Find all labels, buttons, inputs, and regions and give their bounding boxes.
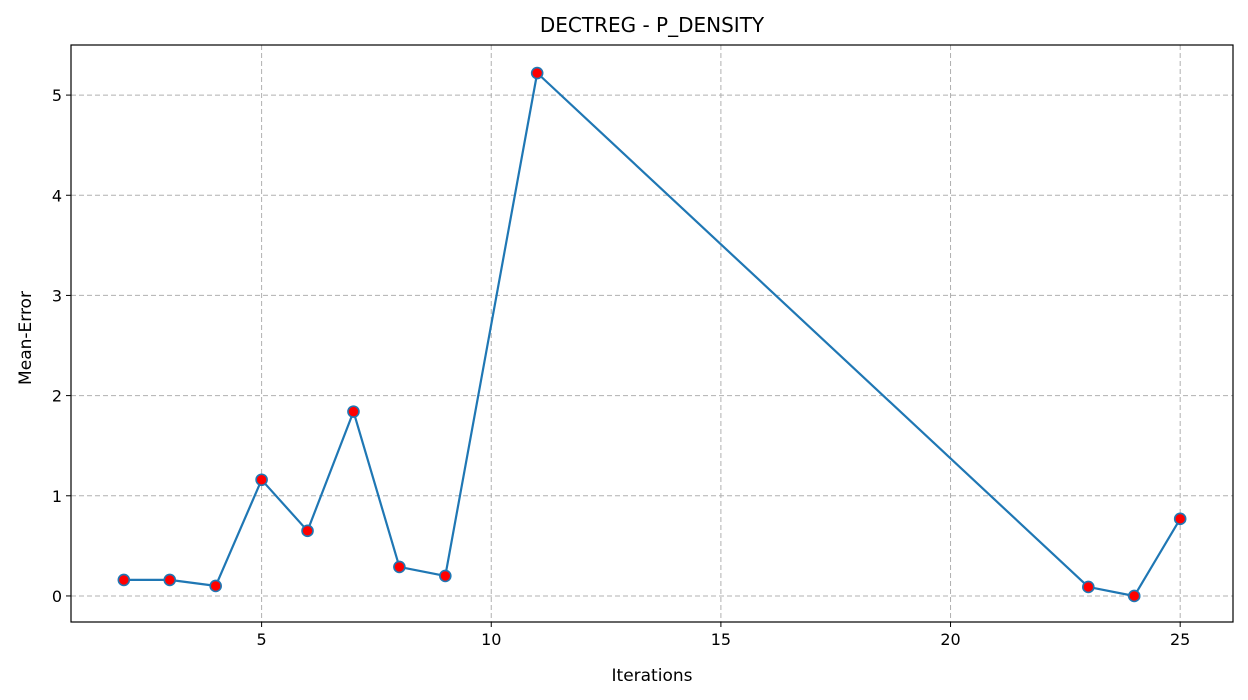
x-tick-label: 25	[1170, 630, 1190, 649]
plot-area-frame	[70, 44, 1234, 623]
y-axis-label: Mean-Error	[16, 291, 36, 385]
x-tick-label: 20	[940, 630, 960, 649]
data-point	[255, 473, 268, 487]
y-tick-label: 2	[52, 387, 62, 406]
data-point	[163, 573, 177, 587]
x-axis-ticks: 5 10 15 20 25	[257, 622, 1190, 649]
y-tick-label: 1	[52, 487, 62, 506]
data-point	[439, 569, 452, 583]
y-axis-ticks: 0 1 2 3 4 5	[52, 86, 71, 606]
chart-title: DECTREG - P_DENSITY	[540, 13, 765, 37]
y-tick-label: 4	[52, 186, 62, 205]
data-point	[1173, 512, 1187, 526]
y-tick-label: 3	[52, 286, 62, 305]
x-axis-label: Iterations	[612, 666, 693, 686]
data-point	[301, 524, 314, 538]
x-tick-label: 5	[257, 630, 267, 649]
grid	[71, 45, 1233, 622]
data-point	[1127, 589, 1141, 603]
data-point	[393, 560, 406, 574]
data-point	[347, 405, 360, 418]
y-tick-label: 5	[52, 86, 62, 105]
y-tick-label: 0	[52, 587, 62, 606]
data-point	[117, 573, 131, 587]
series-line	[123, 71, 1182, 598]
x-tick-label: 10	[481, 630, 501, 649]
data-point	[530, 66, 544, 80]
data-point	[209, 579, 222, 593]
x-tick-label: 15	[711, 630, 731, 649]
series-layer	[117, 66, 1187, 603]
data-point	[1082, 580, 1095, 594]
